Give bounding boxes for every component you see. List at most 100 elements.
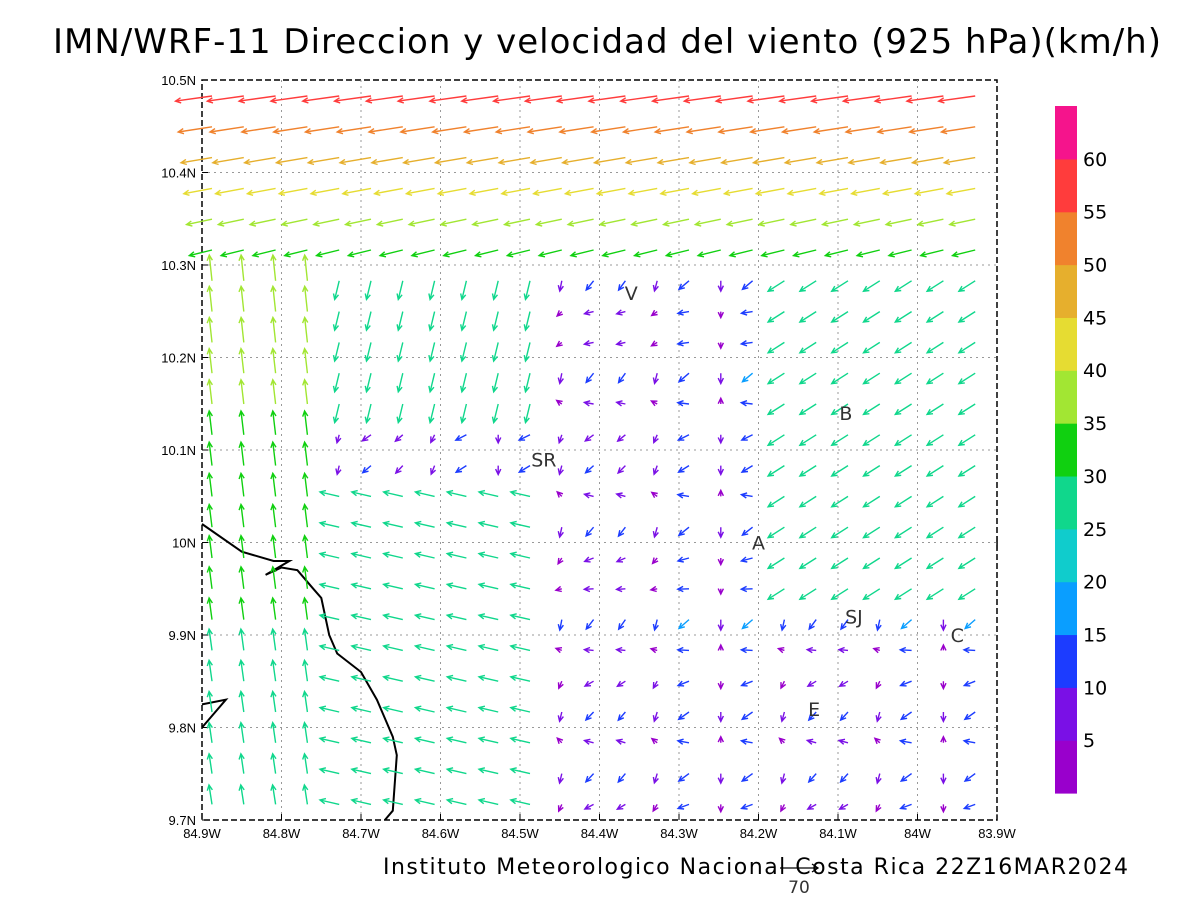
wind-vector (766, 465, 785, 477)
wind-vector (271, 126, 308, 135)
wind-vector (555, 310, 564, 318)
wind-vector (739, 646, 753, 654)
wind-vector (413, 767, 435, 775)
wind-vector (361, 434, 372, 442)
wind-vector (808, 619, 817, 631)
wind-vector (238, 409, 245, 435)
wind-vector (957, 588, 976, 601)
wind-vector (717, 488, 725, 497)
wind-vector (318, 767, 340, 775)
wind-vector (740, 434, 753, 441)
wind-vector (617, 526, 626, 538)
wind-vector (615, 492, 626, 499)
wind-vector (364, 403, 372, 425)
colorbar-label: 20 (1083, 572, 1107, 594)
wind-vector (875, 804, 882, 813)
wind-vector (557, 434, 564, 445)
wind-vector (798, 588, 817, 601)
wind-vector (893, 557, 912, 570)
wind-vector (717, 643, 725, 651)
wind-vector (741, 372, 754, 383)
wind-vector (211, 156, 244, 166)
wind-vector (465, 156, 499, 166)
wind-vector (477, 797, 499, 806)
wind-vector (240, 126, 276, 135)
wind-vector (318, 797, 340, 806)
y-tick-label: 10N (172, 536, 196, 551)
wind-vector (382, 551, 403, 559)
wind-vector (477, 582, 499, 590)
wind-vector (245, 187, 276, 196)
wind-vector (242, 156, 276, 166)
wind-vector (850, 187, 880, 196)
wind-vector (893, 311, 912, 323)
wind-vector (844, 126, 880, 135)
wind-vector (652, 373, 659, 385)
wind-vector (754, 187, 785, 196)
wind-vector (302, 346, 309, 374)
wind-vector (766, 588, 785, 601)
wind-vector (566, 218, 594, 227)
wind-vector (653, 126, 690, 135)
station-label: SR (531, 449, 556, 471)
wind-vector (957, 526, 976, 539)
wind-vector (942, 156, 976, 166)
wind-vector (881, 187, 912, 196)
wind-vector (837, 646, 849, 654)
wind-vector (378, 249, 403, 258)
wind-vector (205, 95, 244, 104)
wind-vector (677, 619, 690, 630)
wind-vector (477, 613, 499, 621)
colorbar-segment (1055, 211, 1077, 266)
wind-vector (523, 280, 531, 301)
wind-vector (840, 619, 849, 631)
wind-vector (617, 619, 626, 631)
wind-vector (335, 126, 372, 135)
wind-vector (477, 736, 499, 744)
wind-vector (766, 311, 785, 323)
wind-vector (563, 187, 594, 196)
wind-vector (428, 342, 436, 363)
wind-vector (382, 797, 403, 806)
x-tick-label: 84.4W (581, 826, 619, 841)
wind-vector (862, 372, 881, 385)
wind-vector (460, 403, 468, 425)
wind-vector (717, 465, 725, 477)
reference-vector-label: 70 (788, 878, 810, 898)
wind-vector (652, 680, 659, 690)
wind-vector (766, 372, 785, 385)
wind-vector (838, 680, 849, 688)
wind-vector (652, 280, 659, 293)
wind-vector (676, 585, 690, 593)
wind-vector (301, 284, 309, 312)
wind-vector (873, 95, 912, 104)
wind-vector (893, 403, 912, 416)
wind-vector (413, 551, 435, 559)
wind-vector (302, 502, 309, 528)
wind-vector (746, 95, 785, 104)
wind-vector (439, 218, 467, 227)
wind-vector (361, 465, 372, 474)
wind-vector (445, 489, 467, 498)
wind-vector (526, 126, 562, 135)
wind-vector (783, 156, 817, 166)
wind-vector (907, 126, 944, 135)
wind-vector (717, 396, 725, 405)
wind-vector (830, 557, 849, 570)
wind-vector (477, 520, 499, 528)
wind-vector (963, 619, 976, 630)
y-tick-label: 10.5N (161, 73, 196, 88)
wind-vector (500, 187, 531, 196)
wind-vector (664, 249, 690, 258)
wind-vector (396, 342, 404, 363)
wind-vector (893, 280, 912, 293)
wind-vector (346, 249, 372, 258)
wind-vector (206, 378, 213, 405)
wind-vector (728, 249, 753, 258)
wind-vector (350, 582, 372, 590)
reference-vector: 70 (780, 863, 820, 898)
wind-vector (691, 187, 721, 196)
wind-vector (798, 526, 817, 539)
wind-vector (751, 156, 785, 166)
wind-vector (585, 526, 595, 538)
